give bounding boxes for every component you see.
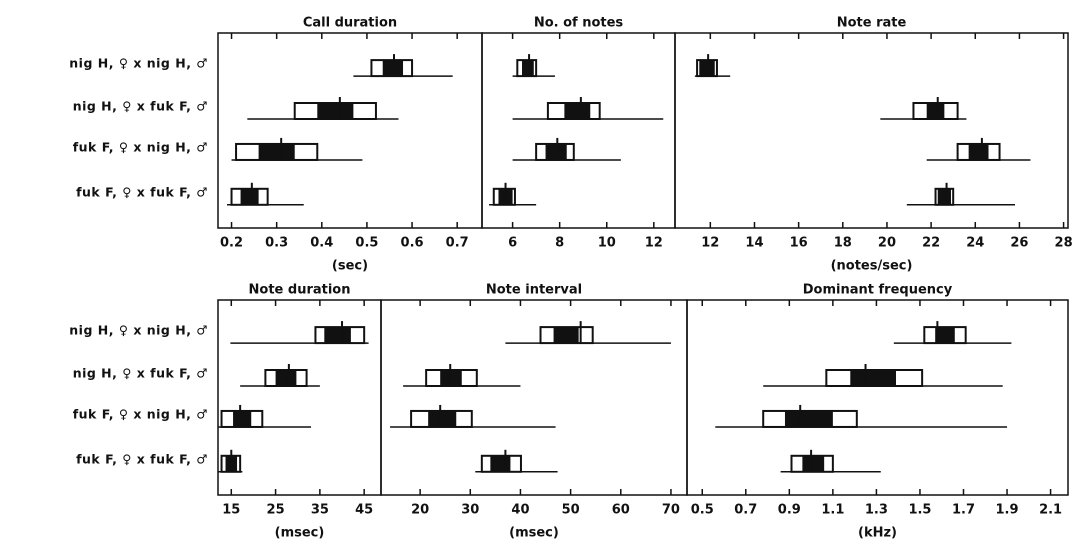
ci-box bbox=[317, 103, 354, 119]
x-tick-label: 30 bbox=[461, 503, 479, 518]
panel-frame bbox=[380, 299, 688, 496]
x-tick-label: 22 bbox=[922, 236, 940, 251]
x-tick-label: 1.5 bbox=[908, 503, 931, 518]
x-tick-label: 20 bbox=[878, 236, 896, 251]
x-tick-label: 24 bbox=[966, 236, 984, 251]
x-tick-label: 8 bbox=[555, 236, 564, 251]
ci-box bbox=[275, 370, 297, 386]
x-tick-label: 14 bbox=[745, 236, 763, 251]
x-tick-label: 10 bbox=[598, 236, 616, 251]
ci-box bbox=[522, 60, 534, 77]
ci-box bbox=[258, 143, 295, 160]
x-axis-label: (kHz) bbox=[858, 526, 897, 541]
panel-title: No. of notes bbox=[534, 16, 624, 31]
panel-title: Note duration bbox=[249, 283, 351, 298]
panel-title: Call duration bbox=[303, 16, 397, 31]
ci-box bbox=[699, 60, 715, 77]
x-tick-label: 6 bbox=[508, 236, 517, 251]
x-tick-label: 0.5 bbox=[355, 236, 378, 251]
ci-box bbox=[428, 410, 457, 427]
x-axis-label: (notes/sec) bbox=[831, 259, 913, 274]
ci-box bbox=[564, 103, 591, 119]
x-tick-label: 0.3 bbox=[265, 236, 288, 251]
x-tick-label: 60 bbox=[612, 503, 630, 518]
x-tick-label: 0.7 bbox=[734, 503, 757, 518]
x-tick-label: 25 bbox=[267, 503, 285, 518]
x-tick-label: 28 bbox=[1055, 236, 1073, 251]
ci-box bbox=[850, 370, 897, 386]
ci-box bbox=[968, 143, 989, 160]
category-label: fuk F, ♀ x fuk F, ♂ bbox=[76, 451, 208, 466]
x-tick-label: 26 bbox=[1010, 236, 1028, 251]
x-tick-label: 35 bbox=[311, 503, 329, 518]
ci-box bbox=[240, 188, 259, 205]
ci-box bbox=[937, 188, 951, 205]
x-tick-label: 0.5 bbox=[691, 503, 714, 518]
ci-box bbox=[926, 103, 945, 119]
ci-box bbox=[553, 327, 579, 344]
ci-box bbox=[802, 455, 825, 472]
x-tick-label: 40 bbox=[511, 503, 529, 518]
x-axis-label: (msec) bbox=[275, 526, 325, 541]
x-tick-label: 12 bbox=[701, 236, 719, 251]
x-tick-label: 1.9 bbox=[996, 503, 1019, 518]
x-tick-label: 0.7 bbox=[446, 236, 469, 251]
x-tick-label: 16 bbox=[790, 236, 808, 251]
x-axis-label: (msec) bbox=[509, 526, 559, 541]
panel-title: Note rate bbox=[837, 16, 907, 31]
ci-box bbox=[935, 327, 955, 344]
category-label: nig H, ♀ x fuk F, ♂ bbox=[73, 99, 208, 114]
category-label: nig H, ♀ x nig H, ♂ bbox=[69, 323, 208, 338]
panel-frame bbox=[686, 299, 1069, 496]
ci-box bbox=[324, 327, 351, 344]
ci-box bbox=[490, 455, 511, 472]
category-label: nig H, ♀ x nig H, ♂ bbox=[69, 56, 208, 71]
category-label: fuk F, ♀ x fuk F, ♂ bbox=[76, 184, 208, 199]
category-label: fuk F, ♀ x nig H, ♂ bbox=[73, 139, 208, 154]
ci-box bbox=[784, 410, 833, 427]
x-tick-label: 1.1 bbox=[821, 503, 844, 518]
x-tick-label: 18 bbox=[834, 236, 852, 251]
x-tick-label: 12 bbox=[645, 236, 663, 251]
x-tick-label: 2.1 bbox=[1039, 503, 1062, 518]
x-tick-label: 0.6 bbox=[401, 236, 424, 251]
x-tick-label: 20 bbox=[411, 503, 429, 518]
x-tick-label: 0.4 bbox=[310, 236, 333, 251]
x-tick-label: 45 bbox=[355, 503, 373, 518]
x-tick-label: 0.9 bbox=[778, 503, 801, 518]
category-label: nig H, ♀ x fuk F, ♂ bbox=[73, 366, 208, 381]
panel-frame bbox=[674, 32, 1069, 229]
x-axis-label: (sec) bbox=[332, 259, 368, 274]
ci-box bbox=[545, 143, 567, 160]
x-tick-label: 70 bbox=[662, 503, 680, 518]
x-tick-label: 0.2 bbox=[220, 236, 243, 251]
category-label: fuk F, ♀ x nig H, ♂ bbox=[73, 406, 208, 421]
x-tick-label: 50 bbox=[562, 503, 580, 518]
ci-box bbox=[233, 410, 252, 427]
x-tick-label: 15 bbox=[222, 503, 240, 518]
x-tick-label: 1.3 bbox=[865, 503, 888, 518]
ci-box bbox=[382, 60, 404, 77]
x-tick-label: 1.7 bbox=[952, 503, 975, 518]
panel-title: Dominant frequency bbox=[803, 283, 953, 298]
panel-title: Note interval bbox=[486, 283, 582, 298]
